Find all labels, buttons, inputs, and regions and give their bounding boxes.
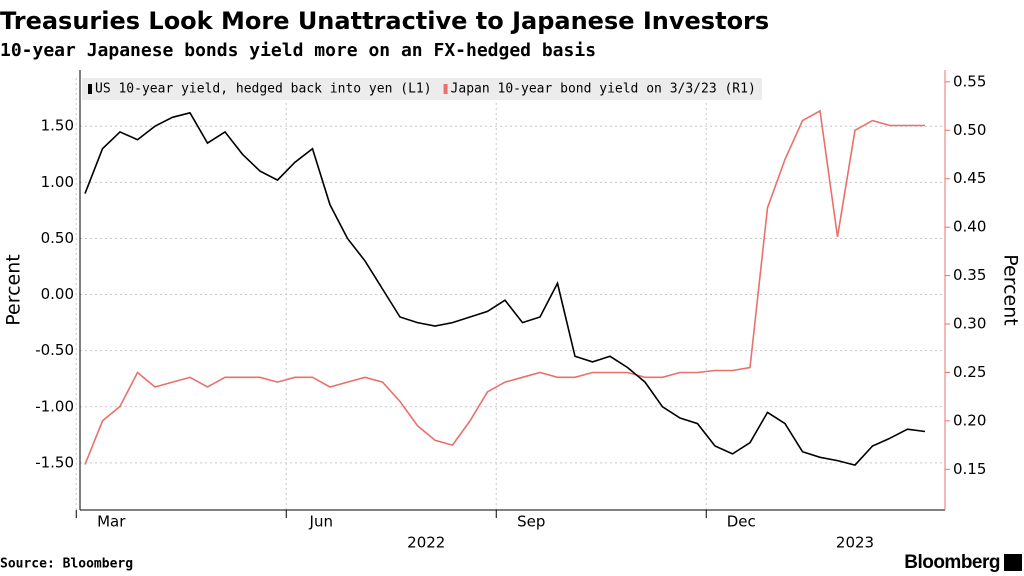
y-tick-label: 0.00 [41,285,74,303]
y2-tick-label: 0.35 [953,266,986,284]
y2-tick-label: 0.45 [953,169,986,187]
legend-swatch [443,84,448,94]
y2-tick-label: 0.15 [953,460,986,478]
y-tick-label: 1.00 [41,173,74,191]
legend-label: Japan 10-year bond yield on 3/3/23 (R1) [451,82,756,97]
y2-tick-label: 0.25 [953,363,986,381]
y-tick-label: 0.50 [41,229,74,247]
y2-tick-label: 0.40 [953,218,986,236]
y-tick-label: 1.50 [41,117,74,135]
series-line [84,111,926,466]
x-year-label: 2022 [407,534,445,552]
x-tick-label: Sep [517,513,545,531]
x-tick-label: Jun [309,513,333,531]
y2-axis-label: Percent [1000,254,1022,326]
source: Source: Bloomberg [0,557,133,572]
chart-subtitle: 10-year Japanese bonds yield more on an … [0,40,596,61]
y2-tick-label: 0.50 [953,121,986,139]
legend-swatch [88,84,92,94]
y2-tick-label: 0.20 [953,411,986,429]
series-line [84,109,925,465]
y2-tick-label: 0.30 [953,315,986,333]
x-tick-label: Dec [727,513,756,531]
y-tick-label: -1.50 [35,453,74,471]
chart-title: Treasuries Look More Unattractive to Jap… [0,7,769,35]
legend-label: US 10-year yield, hedged back into yen (… [95,82,432,97]
x-tick-label: Mar [97,513,126,531]
y-axis-label: Percent [3,254,25,326]
y-tick-label: -1.00 [35,397,74,415]
x-year-label: 2023 [836,534,874,552]
y2-tick-label: 0.55 [953,72,986,90]
y-tick-label: -0.50 [35,341,74,359]
brand: Bloomberg [904,552,1000,573]
brand-logo [1004,554,1022,571]
legend-box [82,78,762,100]
